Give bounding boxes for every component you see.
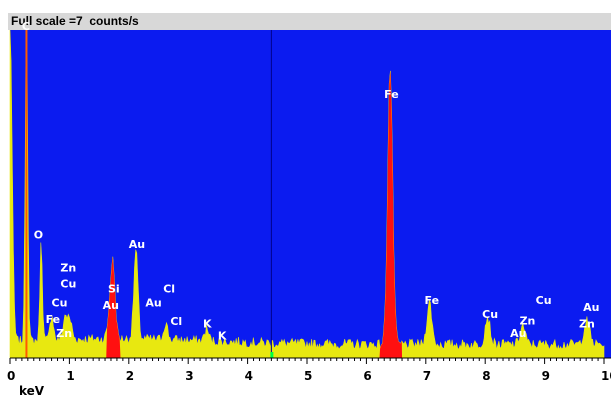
- x-tick-label: 1: [66, 369, 74, 383]
- peak-label: Cu: [536, 294, 552, 307]
- peak-label: Cu: [52, 296, 68, 309]
- plot-background: [10, 30, 611, 358]
- peak-label: Cu: [60, 278, 76, 291]
- full-scale-label: Full scale =7 counts/s: [11, 14, 139, 28]
- peak-label: Fe: [425, 294, 440, 307]
- peak-label: Zn: [579, 318, 595, 331]
- cursor-marker: [270, 352, 274, 358]
- spectrum-layer: [9, 29, 605, 359]
- shaded-peak-si: [106, 256, 121, 358]
- peak-label: Zn: [520, 314, 536, 327]
- peak-label: Si: [108, 282, 120, 295]
- x-axis-unit: keV: [19, 384, 45, 398]
- x-tick-label: 5: [304, 369, 312, 383]
- peak-label: K: [203, 318, 212, 331]
- peak-label: Zn: [56, 327, 72, 340]
- peak-label: Au: [129, 238, 145, 251]
- peak-label: K: [218, 329, 227, 342]
- x-tick-label: 8: [482, 369, 490, 383]
- peak-label: Fe: [384, 88, 399, 101]
- peak-label: Cl: [163, 282, 175, 295]
- peak-label: Zn: [60, 261, 76, 274]
- x-tick-label: 0: [7, 369, 15, 383]
- peak-label: Fe: [46, 313, 61, 326]
- peak-label: Au: [103, 299, 119, 312]
- peak-label: Au: [510, 327, 526, 340]
- axis-strip: [10, 358, 611, 399]
- shaded-peak-fe: [379, 70, 403, 359]
- x-tick-label: 6: [363, 369, 371, 383]
- x-tick-label: 7: [423, 369, 431, 383]
- peak-label: C: [22, 20, 30, 33]
- peak-label: Cu: [482, 308, 498, 321]
- x-tick-label: 9: [542, 369, 550, 383]
- full-scale-header: Full scale =7 counts/s: [8, 13, 611, 30]
- peak-label: O: [34, 229, 43, 242]
- x-tick-label: 3: [185, 369, 193, 383]
- x-tick-label: 10: [601, 369, 611, 383]
- x-axis: 0 1 2 3 4 5 6 7 8 9 10 keV: [7, 357, 611, 399]
- peak-label: Au: [145, 296, 161, 309]
- peak-label: Cl: [170, 315, 182, 328]
- x-tick-label: 4: [245, 369, 253, 383]
- x-tick-label: 2: [126, 369, 134, 383]
- peak-label: Au: [583, 301, 599, 314]
